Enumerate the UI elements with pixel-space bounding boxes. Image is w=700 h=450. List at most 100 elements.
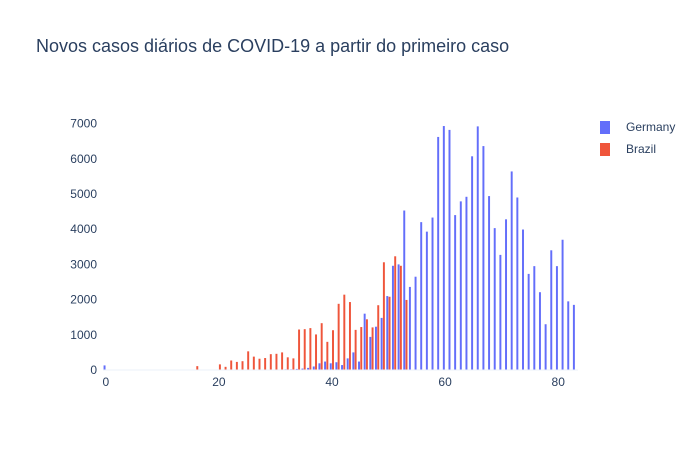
bar-brazil-44[interactable] [354,329,357,370]
bar-brazil-53[interactable] [405,299,408,370]
bar-germany-73[interactable] [516,197,519,370]
bar-germany-40[interactable] [329,363,332,370]
bar-germany-60[interactable] [442,126,445,370]
bar-brazil-16[interactable] [196,366,199,370]
bar-germany-67[interactable] [482,146,485,370]
bar-germany-51[interactable] [391,265,394,370]
bar-germany-38[interactable] [318,363,321,370]
x-tick-label-20: 20 [212,375,226,389]
bar-germany-43[interactable] [346,358,349,370]
legend-item-brazil[interactable]: Brazil [600,138,675,160]
bar-brazil-45[interactable] [360,327,363,370]
bar-brazil-29[interactable] [269,354,272,370]
bar-brazil-52[interactable] [399,265,402,370]
bar-germany-57[interactable] [425,231,428,370]
bar-brazil-26[interactable] [252,356,255,370]
bar-germany-37[interactable] [312,366,315,370]
bar-germany-48[interactable] [374,326,377,370]
bar-germany-34[interactable] [295,368,298,370]
legend[interactable]: Germany Brazil [600,116,675,160]
bar-brazil-39[interactable] [326,341,329,370]
bar-germany-74[interactable] [522,229,524,370]
bar-germany-81[interactable] [561,239,564,370]
bar-brazil-40[interactable] [332,330,334,370]
bar-germany-78[interactable] [544,324,547,370]
bar-germany-64[interactable] [465,196,468,370]
y-tick-label-6000: 6000 [70,152,97,166]
bar-germany-62[interactable] [454,215,457,370]
bar-brazil-20[interactable] [218,364,221,370]
bar-brazil-33[interactable] [292,358,295,370]
bar-brazil-32[interactable] [286,357,289,370]
bar-germany-41[interactable] [335,362,338,370]
bar-germany-58[interactable] [431,217,434,370]
bar-germany-79[interactable] [550,250,553,370]
bar-germany-71[interactable] [505,219,508,370]
bar-germany-72[interactable] [510,171,513,370]
y-axis-tick-labels: 0 1000 2000 3000 4000 5000 6000 7000 [70,117,97,377]
bar-germany-49[interactable] [380,317,383,370]
bar-germany-59[interactable] [437,136,440,370]
bar-germany-75[interactable] [527,273,530,370]
bar-brazil-28[interactable] [264,358,267,370]
bar-brazil-35[interactable] [303,329,306,370]
bar-germany-47[interactable] [369,336,372,370]
bar-brazil-38[interactable] [320,323,323,370]
x-axis-tick-labels: 0 20 40 60 80 [102,375,565,389]
bar-brazil-51[interactable] [394,256,397,370]
bar-brazil-23[interactable] [235,361,238,370]
y-tick-label-1000: 1000 [70,328,97,342]
bar-brazil-25[interactable] [247,351,250,370]
bar-brazil-34[interactable] [298,329,301,370]
bar-brazil-30[interactable] [275,353,278,370]
bar-brazil-31[interactable] [281,352,284,370]
bar-germany-82[interactable] [567,301,570,370]
bar-brazil-24[interactable] [241,361,244,370]
bar-germany-68[interactable] [488,196,491,370]
bar-brazil-37[interactable] [315,334,318,370]
bar-germany-39[interactable] [324,361,327,370]
legend-swatch-germany [600,120,610,134]
bar-brazil-21[interactable] [224,366,227,370]
bar-germany-80[interactable] [555,266,558,370]
bar-brazil-47[interactable] [371,327,374,370]
bar-germany-46[interactable] [363,313,366,370]
bar-brazil-22[interactable] [230,360,233,370]
bar-germany-44[interactable] [352,352,355,370]
bar-germany-61[interactable] [448,129,451,370]
bar-germany-45[interactable] [358,361,360,370]
y-tick-label-7000: 7000 [70,117,97,131]
bar-germany-63[interactable] [459,201,462,370]
y-tick-label-4000: 4000 [70,222,97,236]
bar-brazil-49[interactable] [382,262,385,370]
bar-brazil-41[interactable] [337,303,340,370]
bar-brazil-46[interactable] [365,319,368,370]
bar-germany-54[interactable] [408,286,411,370]
bars-layer [103,126,578,371]
bar-germany-36[interactable] [307,367,310,370]
bar-germany-52[interactable] [397,264,400,370]
bar-brazil-50[interactable] [388,296,391,370]
bar-germany-53[interactable] [403,210,406,370]
bar-germany-42[interactable] [341,365,344,370]
bar-brazil-48[interactable] [377,305,380,370]
bar-germany-77[interactable] [538,292,541,370]
legend-item-germany[interactable]: Germany [600,116,675,138]
bar-brazil-42[interactable] [343,294,346,370]
bar-germany-66[interactable] [476,126,479,370]
bar-brazil-43[interactable] [348,302,351,370]
bar-brazil-27[interactable] [258,358,261,370]
bar-germany-69[interactable] [493,228,496,370]
bar-germany-83[interactable] [572,304,575,370]
bar-germany-0[interactable] [103,365,106,370]
bar-brazil-36[interactable] [309,328,312,370]
bar-germany-56[interactable] [420,222,423,370]
bar-germany-65[interactable] [471,156,474,370]
bar-germany-55[interactable] [414,276,417,370]
bar-germany-70[interactable] [499,254,502,370]
bar-germany-35[interactable] [301,368,304,370]
bar-germany-50[interactable] [386,296,389,370]
y-tick-label-2000: 2000 [70,293,97,307]
bar-germany-76[interactable] [533,266,536,370]
legend-label-brazil: Brazil [626,142,657,156]
